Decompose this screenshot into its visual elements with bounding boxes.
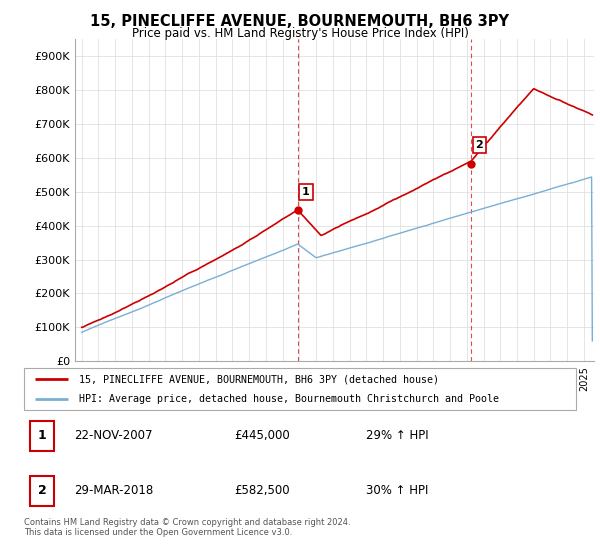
- Text: Contains HM Land Registry data © Crown copyright and database right 2024.
This d: Contains HM Land Registry data © Crown c…: [24, 518, 350, 538]
- Text: 1: 1: [302, 186, 310, 197]
- Text: 29% ↑ HPI: 29% ↑ HPI: [366, 430, 429, 442]
- Text: 1: 1: [38, 430, 46, 442]
- Text: £582,500: £582,500: [234, 484, 289, 497]
- Text: 29-MAR-2018: 29-MAR-2018: [74, 484, 153, 497]
- Text: 22-NOV-2007: 22-NOV-2007: [74, 430, 152, 442]
- Text: 2: 2: [38, 484, 46, 497]
- Bar: [29, 476, 55, 506]
- Text: Price paid vs. HM Land Registry's House Price Index (HPI): Price paid vs. HM Land Registry's House …: [131, 27, 469, 40]
- Text: 15, PINECLIFFE AVENUE, BOURNEMOUTH, BH6 3PY: 15, PINECLIFFE AVENUE, BOURNEMOUTH, BH6 …: [91, 14, 509, 29]
- Text: £445,000: £445,000: [234, 430, 290, 442]
- Bar: [29, 421, 55, 451]
- Text: 2: 2: [475, 140, 483, 150]
- Text: 15, PINECLIFFE AVENUE, BOURNEMOUTH, BH6 3PY (detached house): 15, PINECLIFFE AVENUE, BOURNEMOUTH, BH6 …: [79, 374, 439, 384]
- Text: HPI: Average price, detached house, Bournemouth Christchurch and Poole: HPI: Average price, detached house, Bour…: [79, 394, 499, 404]
- Text: 30% ↑ HPI: 30% ↑ HPI: [366, 484, 428, 497]
